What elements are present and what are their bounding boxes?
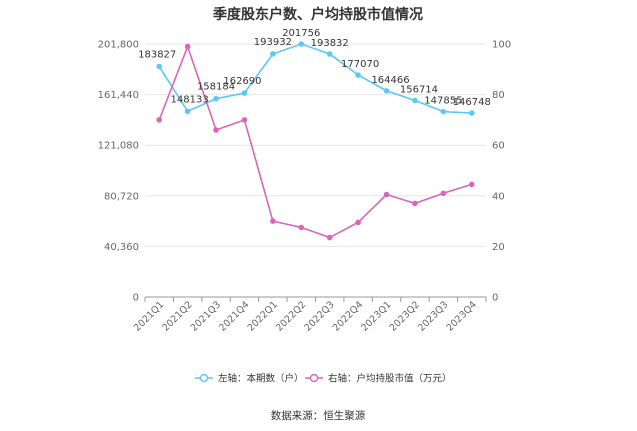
x-tick-label: 2021Q4: [217, 299, 251, 333]
series-layer: [156, 41, 475, 241]
x-tick-label: 2022Q4: [331, 299, 365, 333]
data-point[interactable]: [298, 224, 305, 231]
data-label: 201756: [282, 28, 320, 39]
axes: 0 0 40,360 20 80,720 40 121,080 60 161,440 80 201,…: [98, 40, 511, 334]
x-tick-label: 2023Q1: [359, 299, 393, 333]
legend-marker: [309, 373, 319, 383]
data-label: 177070: [341, 59, 379, 70]
data-point[interactable]: [412, 97, 418, 104]
data-point[interactable]: [468, 110, 475, 116]
data-point[interactable]: [184, 108, 191, 115]
y-right-tick-label: 20: [492, 242, 505, 253]
legend-label: 左轴：本期数（户）: [218, 373, 304, 385]
legend-marker: [199, 373, 209, 383]
data-point[interactable]: [355, 72, 361, 78]
data-label: 193832: [311, 38, 349, 49]
x-tick-label: 2023Q2: [388, 299, 422, 333]
data-point[interactable]: [241, 90, 248, 96]
data-point[interactable]: [213, 127, 219, 133]
legend[interactable]: 左轴：本期数（户） 右轴：户均持股市值（万元）: [195, 373, 452, 385]
y-left-tick-label: 201,800: [98, 40, 139, 51]
data-point[interactable]: [298, 41, 305, 47]
legend-label: 右轴：户均持股市值（万元）: [328, 373, 452, 385]
data-point[interactable]: [270, 51, 276, 57]
x-tick-label: 2023Q4: [444, 299, 478, 333]
data-label: 147855: [424, 96, 462, 107]
source-note: 数据来源：恒生聚源: [271, 409, 366, 422]
data-point[interactable]: [270, 218, 276, 224]
data-label: 164466: [371, 75, 409, 86]
data-point[interactable]: [468, 181, 475, 188]
chart-title: 季度股东户数、户均持股市值情况: [212, 6, 423, 23]
x-tick-label: 2023Q3: [416, 299, 450, 333]
legend-item[interactable]: 右轴：户均持股市值（万元）: [305, 373, 452, 385]
data-point[interactable]: [156, 117, 163, 123]
data-label: 146748: [453, 97, 491, 108]
y-right-tick-label: 60: [492, 141, 505, 152]
series-line-0: [158, 43, 472, 114]
y-right-tick-label: 0: [492, 293, 498, 304]
y-right-tick-label: 40: [492, 191, 505, 202]
series-line-1: [158, 44, 473, 239]
data-point[interactable]: [440, 190, 447, 197]
x-tick-label: 2021Q3: [189, 299, 223, 333]
data-label: 162690: [223, 76, 261, 87]
data-point[interactable]: [326, 51, 333, 57]
x-tick-label: 2022Q1: [246, 299, 280, 333]
y-left-tick-label: 161,440: [98, 90, 139, 101]
data-point[interactable]: [326, 234, 333, 241]
data-label: 158184: [197, 82, 235, 93]
data-point[interactable]: [184, 43, 191, 50]
y-left-tick-label: 121,080: [98, 141, 139, 152]
x-tick-label: 2021Q1: [132, 299, 166, 333]
y-right-tick-label: 80: [492, 90, 505, 101]
data-point[interactable]: [383, 191, 390, 198]
data-label: 183827: [138, 50, 176, 61]
y-left-tick-label: 40,360: [104, 242, 139, 253]
data-point[interactable]: [241, 117, 248, 123]
data-point[interactable]: [412, 200, 418, 207]
x-tick-label: 2022Q2: [274, 299, 308, 333]
y-left-tick-label: 0: [133, 293, 139, 304]
data-point[interactable]: [383, 88, 390, 94]
x-tick-label: 2022Q3: [302, 299, 336, 333]
y-left-tick-label: 80,720: [104, 191, 139, 202]
y-right-tick-label: 100: [492, 40, 511, 51]
legend-item[interactable]: 左轴：本期数（户）: [195, 373, 304, 385]
data-point[interactable]: [440, 108, 447, 115]
data-point[interactable]: [355, 219, 361, 226]
grid: [145, 43, 486, 247]
data-label: 193932: [254, 37, 292, 48]
data-label: 156714: [400, 85, 438, 96]
data-point[interactable]: [213, 95, 219, 102]
x-tick-label: 2021Q2: [160, 299, 194, 333]
data-label: 148133: [171, 94, 209, 105]
data-point[interactable]: [156, 63, 163, 70]
